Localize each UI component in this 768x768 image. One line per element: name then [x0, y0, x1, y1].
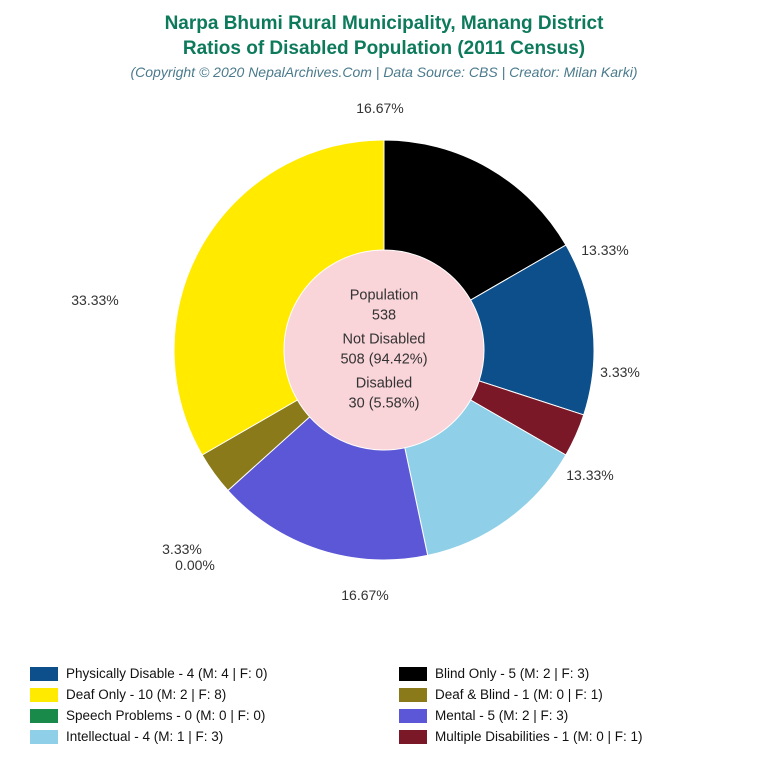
legend-swatch: [399, 688, 427, 702]
legend-text: Intellectual - 4 (M: 1 | F: 3): [66, 729, 223, 744]
legend-swatch: [30, 667, 58, 681]
legend-item: Physically Disable - 4 (M: 4 | F: 0): [30, 666, 369, 681]
slice-label-deaf: 33.33%: [71, 292, 118, 308]
legend-text: Multiple Disabilities - 1 (M: 0 | F: 1): [435, 729, 643, 744]
slice-label-deafblind: 3.33%: [162, 541, 202, 557]
slice-label-physical: 13.33%: [581, 242, 628, 258]
center-notdis-label: Not Disabled: [294, 330, 474, 350]
legend-item: Multiple Disabilities - 1 (M: 0 | F: 1): [399, 729, 738, 744]
center-text: Population 538 Not Disabled 508 (94.42%)…: [294, 281, 474, 418]
legend-text: Physically Disable - 4 (M: 4 | F: 0): [66, 666, 268, 681]
center-pop-label: Population: [294, 286, 474, 306]
legend-text: Deaf Only - 10 (M: 2 | F: 8): [66, 687, 226, 702]
center-dis-label: Disabled: [294, 375, 474, 395]
legend-swatch: [30, 709, 58, 723]
legend-item: Mental - 5 (M: 2 | F: 3): [399, 708, 738, 723]
slice-label-intellect: 13.33%: [566, 467, 613, 483]
legend-item: Intellectual - 4 (M: 1 | F: 3): [30, 729, 369, 744]
legend-item: Speech Problems - 0 (M: 0 | F: 0): [30, 708, 369, 723]
legend-swatch: [399, 709, 427, 723]
legend: Physically Disable - 4 (M: 4 | F: 0) Blin…: [30, 666, 738, 744]
title-line-1: Narpa Bhumi Rural Municipality, Manang D…: [0, 12, 768, 37]
title-line-2: Ratios of Disabled Population (2011 Cens…: [0, 37, 768, 62]
subtitle: (Copyright © 2020 NepalArchives.Com | Da…: [0, 64, 768, 80]
donut-chart: Population 538 Not Disabled 508 (94.42%)…: [174, 140, 594, 560]
legend-item: Blind Only - 5 (M: 2 | F: 3): [399, 666, 738, 681]
legend-text: Speech Problems - 0 (M: 0 | F: 0): [66, 708, 265, 723]
center-dis-value: 30 (5.58%): [294, 394, 474, 414]
legend-text: Blind Only - 5 (M: 2 | F: 3): [435, 666, 589, 681]
legend-text: Mental - 5 (M: 2 | F: 3): [435, 708, 568, 723]
slice-label-speech: 0.00%: [175, 557, 215, 573]
title-block: Narpa Bhumi Rural Municipality, Manang D…: [0, 0, 768, 80]
legend-item: Deaf Only - 10 (M: 2 | F: 8): [30, 687, 369, 702]
center-notdis-value: 508 (94.42%): [294, 350, 474, 370]
legend-swatch: [399, 667, 427, 681]
legend-swatch: [30, 730, 58, 744]
legend-item: Deaf & Blind - 1 (M: 0 | F: 1): [399, 687, 738, 702]
slice-label-blind: 16.67%: [356, 100, 403, 116]
slice-label-mental: 16.67%: [341, 587, 388, 603]
legend-swatch: [399, 730, 427, 744]
center-pop-value: 538: [294, 306, 474, 326]
legend-text: Deaf & Blind - 1 (M: 0 | F: 1): [435, 687, 603, 702]
legend-swatch: [30, 688, 58, 702]
slice-label-multiple: 3.33%: [600, 364, 640, 380]
